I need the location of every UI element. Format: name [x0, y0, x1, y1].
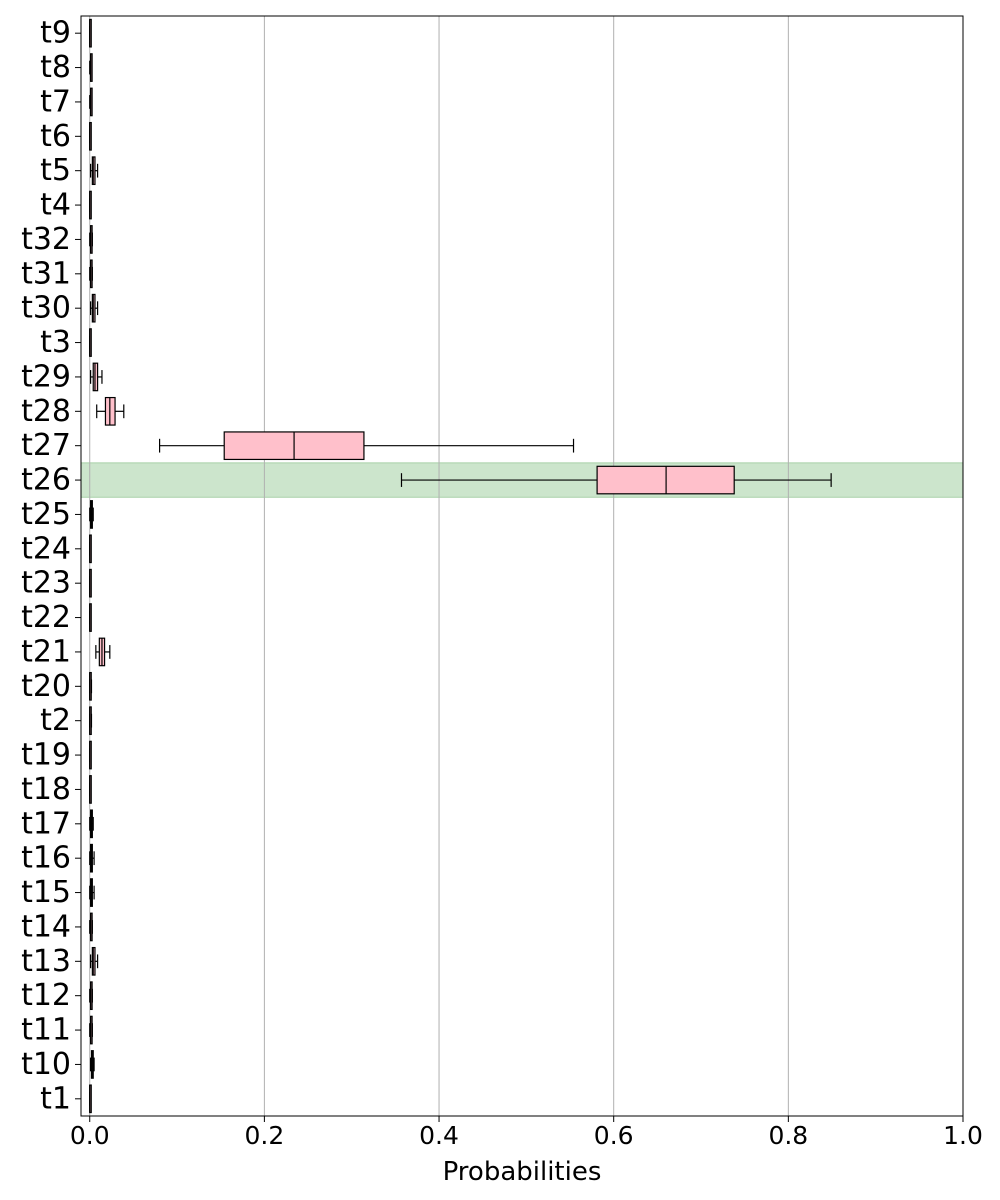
y-tick-label: t2 — [40, 703, 71, 738]
y-tick-label: t8 — [40, 50, 71, 85]
plot-frame — [80, 15, 964, 1117]
y-tick-label: t30 — [21, 291, 71, 326]
x-tick-label: 0.0 — [70, 1121, 110, 1150]
y-tick-label: t17 — [21, 806, 71, 841]
y-tick-label: t14 — [21, 909, 71, 944]
y-tick-label: t29 — [21, 359, 71, 394]
box-t28 — [96, 396, 125, 426]
y-tick-label: t7 — [40, 84, 71, 119]
box-t26 — [400, 465, 832, 495]
box-t18 — [89, 775, 92, 804]
y-tick-label: t20 — [21, 669, 71, 704]
y-tick-label: t3 — [40, 325, 71, 360]
box-t10 — [90, 1050, 95, 1079]
y-tick-label: t1 — [40, 1081, 71, 1116]
y-tick-label: t28 — [21, 394, 71, 429]
box-t22 — [89, 603, 92, 632]
box-t9 — [89, 18, 92, 48]
x-tick-label: 0.8 — [768, 1121, 808, 1150]
y-tick-label: t9 — [40, 16, 71, 51]
box-t20 — [89, 671, 93, 701]
box-layer — [89, 18, 832, 1114]
box-t13 — [90, 946, 99, 976]
y-tick-label: t25 — [21, 497, 71, 532]
box-t21 — [95, 637, 111, 667]
y-tick-label: t6 — [40, 119, 71, 154]
box-t24 — [89, 534, 92, 564]
box-t31 — [89, 259, 93, 289]
y-tick-label: t21 — [21, 634, 71, 669]
box-t14 — [89, 912, 93, 942]
y-tick-label: t18 — [21, 772, 71, 807]
box-t30 — [90, 293, 99, 323]
y-tick-label: t27 — [21, 428, 71, 463]
box-t23 — [89, 568, 92, 598]
box-t32 — [89, 225, 93, 254]
y-tick-label: t19 — [21, 738, 71, 773]
box-t8 — [89, 53, 93, 82]
y-tick-label: t11 — [21, 1013, 71, 1048]
y-tick-label: t15 — [21, 875, 71, 910]
box-t1 — [89, 1084, 92, 1114]
x-axis-label: Probabilities — [443, 1157, 602, 1187]
y-tick-layer: t9t8t7t6t5t4t32t31t30t3t29t28t27t26t25t2… — [21, 16, 81, 1116]
x-tick-layer: 0.0 0.2 0.4 0.6 0.8 1.0 — [70, 1116, 983, 1150]
box-t25 — [89, 500, 94, 529]
y-tick-label: t4 — [40, 188, 71, 223]
box-t12 — [89, 981, 93, 1011]
box-t3 — [89, 328, 92, 357]
y-tick-label: t13 — [21, 944, 71, 979]
box-t19 — [89, 740, 92, 770]
grid-layer — [89, 16, 964, 1116]
y-tick-label: t16 — [21, 841, 71, 876]
box-t5 — [90, 156, 99, 186]
box-t2 — [89, 706, 93, 736]
box-t7 — [89, 87, 93, 117]
box-t17 — [89, 809, 94, 839]
y-tick-label: t26 — [21, 463, 71, 498]
x-tick-label: 0.2 — [245, 1121, 285, 1150]
x-tick-label: 0.6 — [594, 1121, 634, 1150]
y-tick-label: t10 — [21, 1047, 71, 1082]
y-tick-label: t12 — [21, 978, 71, 1013]
box-t11 — [89, 1015, 93, 1045]
y-tick-label: t31 — [21, 256, 71, 291]
y-tick-label: t24 — [21, 531, 71, 566]
y-tick-label: t5 — [40, 153, 71, 188]
y-tick-label: t22 — [21, 600, 71, 635]
box-t27 — [158, 431, 575, 461]
x-tick-label: 0.4 — [419, 1121, 459, 1150]
box-t29 — [90, 362, 103, 392]
y-tick-label: t32 — [21, 222, 71, 257]
box-t6 — [89, 121, 92, 151]
x-tick-label: 1.0 — [943, 1121, 983, 1150]
y-tick-label: t23 — [21, 566, 71, 601]
box-t16 — [89, 843, 95, 873]
box-t15 — [89, 878, 95, 907]
box-t4 — [89, 190, 92, 220]
